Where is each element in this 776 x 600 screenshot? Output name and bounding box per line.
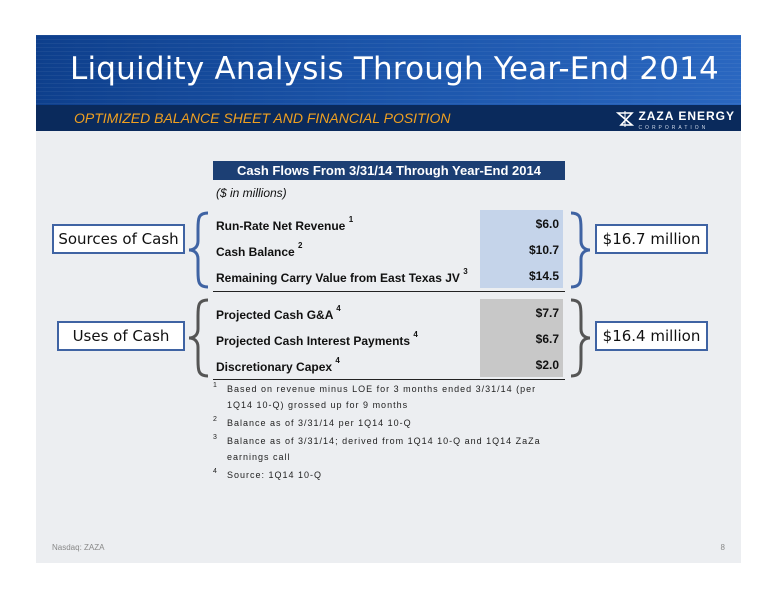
footer-ticker: Nasdaq: ZAZA bbox=[52, 543, 105, 552]
left-brace-sources bbox=[188, 211, 209, 289]
row-value: $6.7 bbox=[480, 325, 563, 351]
row-label: Projected Cash Interest Payments bbox=[216, 334, 411, 348]
footnote-ref: 1 bbox=[348, 215, 354, 224]
table-bottom-rule bbox=[213, 379, 565, 380]
title-bar: Liquidity Analysis Through Year-End 2014 bbox=[36, 35, 741, 105]
table-row: Remaining Carry Value from East Texas JV… bbox=[216, 262, 563, 288]
uses-of-cash-label: Uses of Cash bbox=[57, 321, 185, 351]
row-value: $14.5 bbox=[480, 262, 563, 288]
uses-total-label: $16.4 million bbox=[595, 321, 708, 351]
row-value: $2.0 bbox=[480, 351, 563, 377]
footnote: 2 Balance as of 3/31/14 per 1Q14 10-Q bbox=[213, 415, 563, 431]
slide-title: Liquidity Analysis Through Year-End 2014 bbox=[70, 51, 719, 87]
row-label: Run-Rate Net Revenue bbox=[216, 219, 346, 233]
footnote-text: Based on revenue minus LOE for 3 months … bbox=[227, 384, 537, 410]
table-row: Run-Rate Net Revenue 1 $6.0 bbox=[216, 210, 563, 236]
footnote-ref: 4 bbox=[413, 330, 418, 339]
footnote-text: Source: 1Q14 10-Q bbox=[227, 470, 323, 480]
footnote-ref: 3 bbox=[463, 267, 468, 276]
footnotes: 1 Based on revenue minus LOE for 3 month… bbox=[213, 381, 563, 485]
footnote-text: Balance as of 3/31/14 per 1Q14 10-Q bbox=[227, 418, 412, 428]
right-brace-uses bbox=[570, 298, 591, 378]
footnote-text: Balance as of 3/31/14; derived from 1Q14… bbox=[227, 436, 541, 462]
footnote-number: 3 bbox=[213, 434, 218, 441]
table-row: Projected Cash G&A 4 $7.7 bbox=[216, 299, 563, 325]
subtitle-bar: OPTIMIZED BALANCE SHEET AND FINANCIAL PO… bbox=[36, 105, 741, 131]
right-brace-sources bbox=[570, 211, 591, 289]
row-label: Projected Cash G&A bbox=[216, 308, 333, 322]
logo-name: ZAZA ENERGY bbox=[638, 109, 735, 123]
page-number: 8 bbox=[720, 543, 725, 552]
footnote: 1 Based on revenue minus LOE for 3 month… bbox=[213, 381, 563, 413]
left-brace-uses bbox=[188, 298, 209, 378]
units-note: ($ in millions) bbox=[216, 186, 287, 200]
table-divider bbox=[213, 291, 565, 292]
table-row: Projected Cash Interest Payments 4 $6.7 bbox=[216, 325, 563, 351]
zaza-energy-logo-icon bbox=[616, 111, 635, 127]
sources-of-cash-label: Sources of Cash bbox=[52, 224, 185, 254]
row-value: $10.7 bbox=[480, 236, 563, 262]
slide-subtitle: OPTIMIZED BALANCE SHEET AND FINANCIAL PO… bbox=[74, 110, 451, 126]
slide: Liquidity Analysis Through Year-End 2014… bbox=[36, 35, 741, 563]
table-row: Discretionary Capex 4 $2.0 bbox=[216, 351, 563, 377]
footnote-ref: 4 bbox=[335, 356, 340, 365]
footnote: 4 Source: 1Q14 10-Q bbox=[213, 467, 563, 483]
footnote: 3 Balance as of 3/31/14; derived from 1Q… bbox=[213, 433, 563, 465]
footnote-number: 2 bbox=[213, 416, 218, 423]
company-logo: ZAZA ENERGY CORPORATION bbox=[616, 108, 735, 131]
row-value: $6.0 bbox=[480, 210, 563, 236]
footnote-ref: 4 bbox=[336, 304, 341, 313]
row-label: Cash Balance bbox=[216, 245, 295, 259]
row-label: Remaining Carry Value from East Texas JV bbox=[216, 271, 460, 285]
logo-subtitle: CORPORATION bbox=[638, 125, 709, 131]
footnote-number: 1 bbox=[213, 382, 218, 389]
footnote-ref: 2 bbox=[298, 241, 303, 250]
row-label: Discretionary Capex bbox=[216, 360, 333, 374]
row-value: $7.7 bbox=[480, 299, 563, 325]
table-heading: Cash Flows From 3/31/14 Through Year-End… bbox=[213, 161, 565, 180]
table-row: Cash Balance 2 $10.7 bbox=[216, 236, 563, 262]
sources-total-label: $16.7 million bbox=[595, 224, 708, 254]
footnote-number: 4 bbox=[213, 468, 218, 475]
